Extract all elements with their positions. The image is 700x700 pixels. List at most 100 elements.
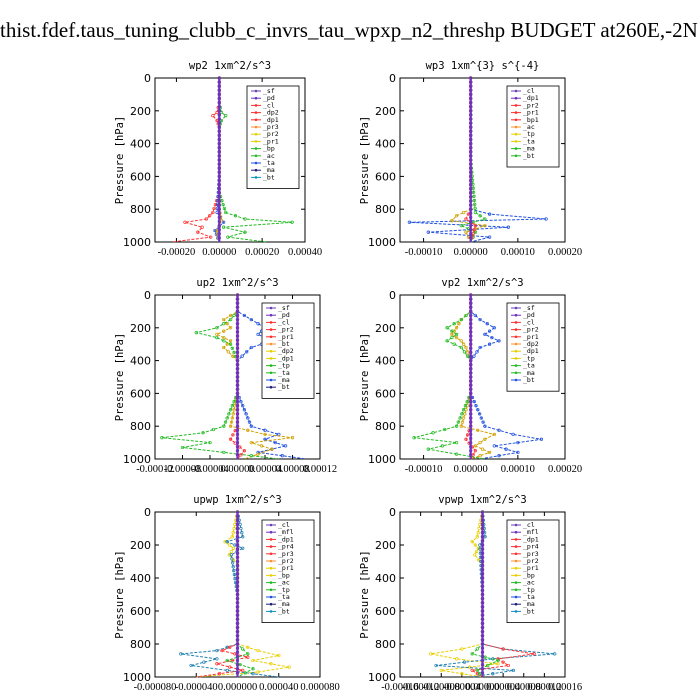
data-point <box>516 450 520 455</box>
data-point <box>553 652 557 656</box>
data-point <box>469 334 473 338</box>
panel-title: vpwp 1xm^2/s^3 <box>438 494 527 506</box>
data-point <box>480 510 485 514</box>
legend-marker <box>254 161 258 165</box>
y-tick-label: 600 <box>375 605 396 618</box>
legend-entry: _ta <box>523 593 535 601</box>
legend-marker <box>514 154 518 158</box>
data-point <box>469 358 473 363</box>
data-point <box>225 540 229 544</box>
data-point <box>483 437 487 441</box>
data-point <box>256 648 260 653</box>
data-point <box>215 648 219 653</box>
legend-entry: _pd <box>523 311 535 319</box>
x-tick-label: 0.00004 <box>248 464 283 475</box>
data-point <box>461 342 466 346</box>
legend-entry: _pr3 <box>263 123 279 131</box>
data-point <box>450 219 454 223</box>
data-point <box>235 404 240 408</box>
y-axis-label: Pressure [hPa] <box>359 333 371 422</box>
data-point <box>476 408 480 412</box>
data-point <box>212 206 216 211</box>
legend-entry: _ma <box>523 145 535 153</box>
data-point <box>480 559 485 564</box>
data-point <box>222 317 226 322</box>
x-tick-label: 0.00000 <box>220 464 254 475</box>
y-axis-label: Pressure [hPa] <box>114 550 126 639</box>
legend-entry: _pd <box>278 311 290 319</box>
data-point <box>480 629 485 634</box>
legend-entry: _bp <box>523 571 535 579</box>
data-point <box>469 453 473 457</box>
data-point <box>469 387 473 391</box>
x-tick-label: 0.000080 <box>300 682 339 693</box>
legend-entry: _pr1 <box>523 564 539 572</box>
data-point <box>244 412 248 416</box>
series-line-ta <box>214 78 225 243</box>
legend-marker <box>514 313 518 317</box>
data-point <box>452 342 456 346</box>
data-point <box>221 220 226 224</box>
data-point <box>246 416 250 420</box>
data-point <box>217 236 221 240</box>
x-tick-label: 0.00000 <box>202 247 236 258</box>
data-point <box>235 568 240 572</box>
data-point <box>235 563 240 568</box>
data-point <box>217 146 221 150</box>
data-point <box>242 449 247 453</box>
data-point <box>469 342 473 346</box>
data-point <box>480 447 485 451</box>
data-point <box>215 657 219 661</box>
data-point <box>222 329 226 333</box>
data-point <box>217 80 221 84</box>
data-point <box>232 526 236 531</box>
data-point <box>235 358 240 363</box>
x-tick-label: -0.000040 <box>175 682 218 693</box>
data-point <box>256 332 260 337</box>
data-point <box>480 576 485 580</box>
data-point <box>469 293 473 297</box>
data-point <box>235 580 240 584</box>
data-point <box>247 420 252 424</box>
data-point <box>202 660 206 664</box>
data-point <box>469 162 473 166</box>
data-point <box>492 326 496 330</box>
data-point <box>469 346 473 350</box>
legend-entry: _ta <box>523 362 535 370</box>
data-point <box>480 613 485 617</box>
data-point <box>283 444 288 448</box>
data-point <box>223 420 228 424</box>
data-point <box>469 330 473 334</box>
data-point <box>465 399 469 404</box>
data-point <box>239 399 243 404</box>
data-point <box>235 428 240 432</box>
legend-marker <box>514 111 518 114</box>
data-point <box>222 424 226 428</box>
data-point <box>469 174 473 179</box>
x-tick-label: -0.00008 <box>422 682 460 693</box>
x-tick-label: -0.00010 <box>405 464 443 475</box>
data-point <box>235 346 240 350</box>
data-point <box>222 322 226 326</box>
y-tick-label: 800 <box>375 203 396 216</box>
data-point <box>480 625 485 630</box>
data-point <box>469 199 473 203</box>
data-point <box>469 305 473 309</box>
legend-marker <box>269 545 273 548</box>
data-point <box>235 638 240 642</box>
data-point <box>487 329 492 333</box>
legend-entry: _bp <box>263 145 275 153</box>
data-point <box>478 345 482 350</box>
legend-marker <box>269 357 273 360</box>
x-tick-label: -0.00004 <box>191 464 229 475</box>
data-point <box>492 444 496 448</box>
x-tick-label: -0.00012 <box>402 682 440 693</box>
data-point <box>249 317 253 322</box>
data-point <box>200 225 204 229</box>
y-tick-label: 0 <box>389 72 396 85</box>
legend-marker <box>269 595 273 599</box>
data-point <box>220 648 224 653</box>
legend-entry: _bt <box>263 173 275 181</box>
chart-panel-5: upwp 1xm^2/s^3 Pressure [hPa] 0 200 400 600 80… <box>114 494 340 693</box>
data-point <box>230 557 234 561</box>
